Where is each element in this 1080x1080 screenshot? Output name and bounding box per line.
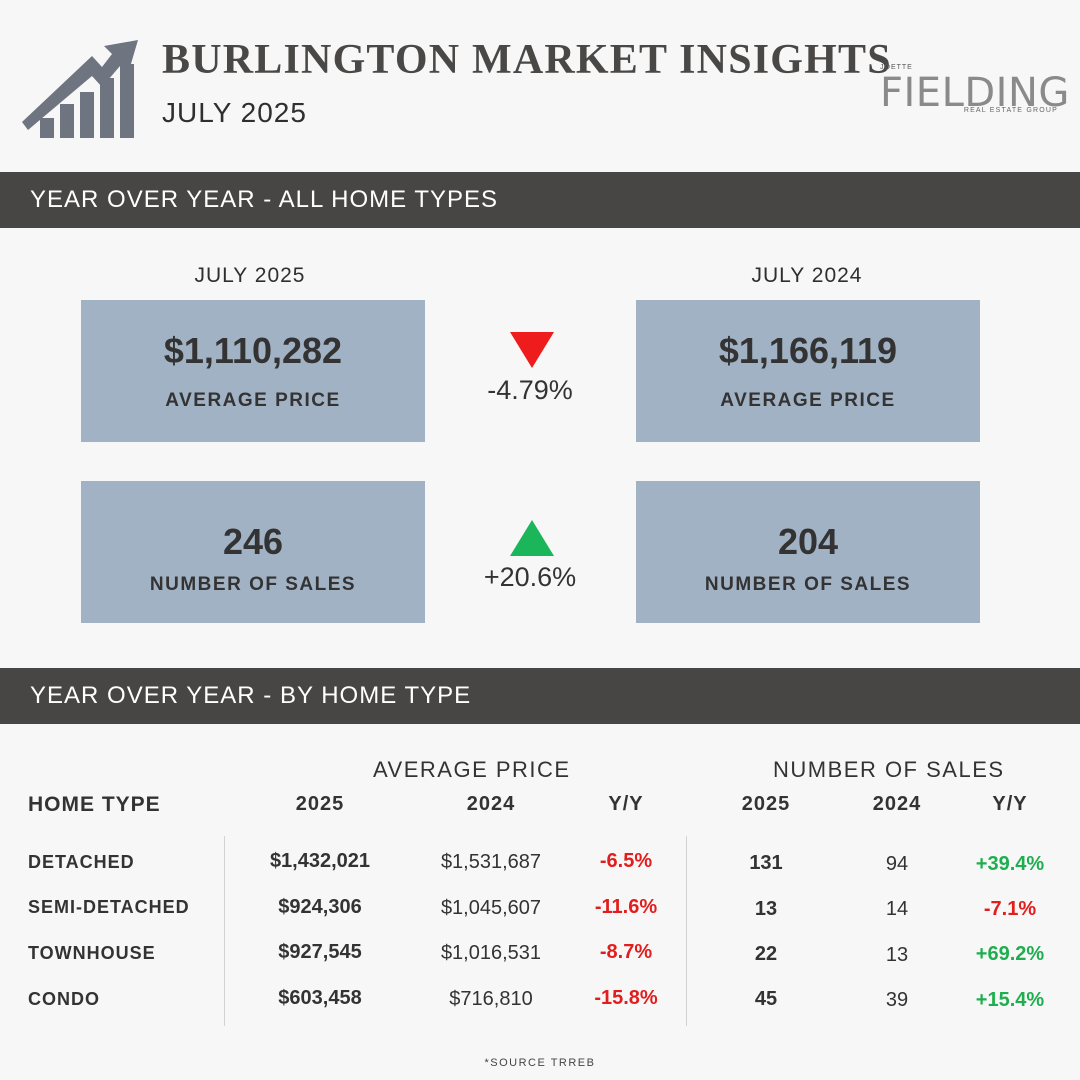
current-sales-card: 246 NUMBER OF SALES — [81, 481, 425, 623]
row-label-semi-detached: SEMI-DETACHED — [28, 897, 190, 917]
brand-tagline: REAL ESTATE GROUP — [963, 107, 1058, 114]
sales-change: +20.6% — [483, 562, 577, 592]
table-divider — [686, 836, 687, 1026]
section-bar-by-type: YEAR OVER YEAR - BY HOME TYPE — [0, 668, 1080, 724]
column-header-price-2024: 2024 — [466, 793, 516, 815]
increase-arrow-icon — [510, 520, 554, 556]
previous-period-label: JULY 2024 — [751, 264, 863, 287]
previous-sales-card: 204 NUMBER OF SALES — [636, 481, 980, 623]
number-of-sales-label: NUMBER OF SALES — [704, 574, 912, 595]
current-average-price: $1,110,282 — [163, 330, 343, 371]
current-period-label: JULY 2025 — [194, 264, 306, 287]
table-cell: +39.4% — [975, 853, 1045, 875]
table-cell: 131 — [749, 852, 783, 874]
table-cell: -6.5% — [599, 850, 653, 872]
table-cell: +15.4% — [975, 989, 1045, 1011]
table-cell: -8.7% — [599, 941, 653, 963]
table-cell: 14 — [885, 898, 909, 920]
previous-number-of-sales: 204 — [777, 521, 839, 562]
number-of-sales-label: NUMBER OF SALES — [149, 574, 357, 595]
source-footnote: *SOURCE TRREB — [484, 1057, 596, 1069]
column-header-sales-2025: 2025 — [741, 793, 791, 815]
row-label-townhouse: TOWNHOUSE — [28, 943, 156, 963]
brand-name: FIELDING — [880, 70, 1070, 116]
page-title: BURLINGTON MARKET INSIGHTS — [162, 37, 892, 83]
price-change: -4.79% — [487, 375, 573, 405]
column-header-sales-2024: 2024 — [872, 793, 922, 815]
previous-price-card: $1,166,119 AVERAGE PRICE — [636, 300, 980, 442]
column-header-sales-yy: Y/Y — [992, 793, 1028, 815]
decrease-arrow-icon — [510, 332, 554, 368]
table-cell: $1,432,021 — [269, 850, 371, 872]
table-cell: 45 — [754, 988, 778, 1010]
column-header-price-yy: Y/Y — [608, 793, 644, 815]
table-cell: $1,531,687 — [440, 851, 542, 873]
table-cell: 39 — [885, 989, 909, 1011]
table-cell: $603,458 — [278, 987, 362, 1009]
brand-logo: JOETTE FIELDING REAL ESTATE GROUP — [878, 62, 1069, 118]
table-cell: $927,545 — [278, 941, 362, 963]
section-bar-all-types: YEAR OVER YEAR - ALL HOME TYPES — [0, 172, 1080, 228]
row-label-detached: DETACHED — [28, 852, 135, 872]
table-cell: $716,810 — [449, 988, 533, 1010]
table-cell: +69.2% — [975, 943, 1045, 965]
column-header-price-2025: 2025 — [295, 793, 345, 815]
column-header-home-type: HOME TYPE — [28, 793, 161, 816]
table-cell: $924,306 — [278, 896, 362, 918]
row-label-condo: CONDO — [28, 989, 100, 1009]
table-cell: 13 — [754, 898, 778, 920]
table-cell: -11.6% — [594, 896, 658, 918]
brand-prefix: JOETTE — [880, 64, 913, 71]
table-cell: 94 — [885, 853, 909, 875]
growth-chart-icon — [22, 40, 138, 138]
table-divider — [224, 836, 225, 1026]
average-price-label: AVERAGE PRICE — [720, 390, 896, 411]
current-price-card: $1,110,282 AVERAGE PRICE — [81, 300, 425, 442]
average-price-label: AVERAGE PRICE — [165, 390, 341, 411]
table-cell: 22 — [754, 943, 778, 965]
table-cell: $1,016,531 — [440, 942, 542, 964]
page-subtitle: JULY 2025 — [162, 97, 307, 128]
table-cell: 13 — [885, 944, 909, 966]
number-of-sales-group-header: NUMBER OF SALES — [773, 757, 1005, 782]
average-price-group-header: AVERAGE PRICE — [373, 757, 571, 782]
table-cell: -7.1% — [983, 898, 1037, 920]
previous-average-price: $1,166,119 — [718, 330, 898, 371]
table-cell: $1,045,607 — [440, 897, 542, 919]
current-number-of-sales: 246 — [222, 521, 284, 562]
table-cell: -15.8% — [594, 987, 658, 1009]
